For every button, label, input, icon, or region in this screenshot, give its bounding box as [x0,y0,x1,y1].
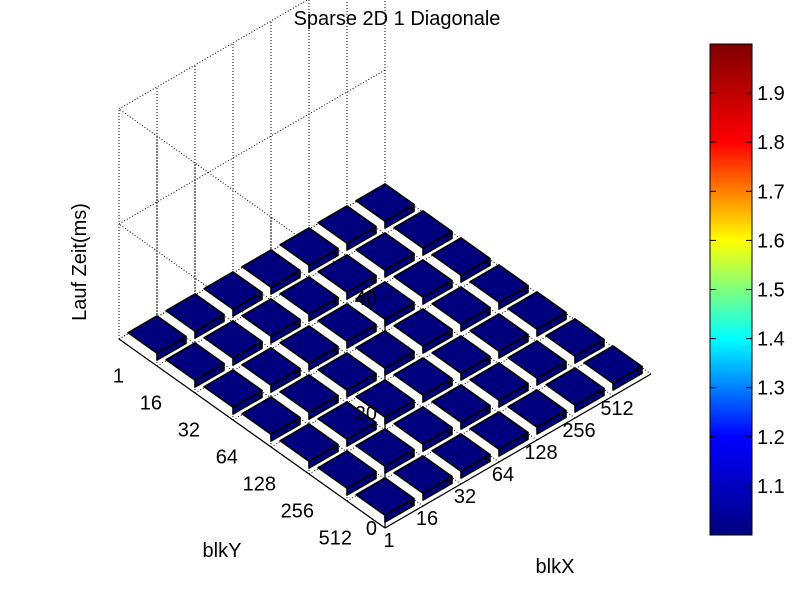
bar [279,423,339,469]
bar [127,315,187,361]
bar [469,362,529,408]
bar [317,401,377,447]
x-tick-label: 16 [416,508,438,530]
bar [545,318,605,364]
colorbar-tick-label: 1.5 [757,280,785,302]
y-tick-label: 512 [319,528,352,550]
bar [165,293,225,339]
colorbar-tick-label: 1.7 [757,181,785,203]
bar [545,367,605,413]
y-tick-label: 16 [140,393,162,415]
bar [317,303,377,349]
bar [583,345,643,391]
colorbar-tick-label: 1.6 [757,230,785,252]
colorbar-tick-label: 1.8 [757,132,785,154]
bar [279,276,339,322]
bar [431,286,491,332]
bar [165,342,225,388]
bar [393,357,453,403]
x-tick-label: 64 [492,464,514,486]
bar [431,237,491,283]
bar [355,477,415,523]
bar [469,264,529,310]
bar [393,259,453,305]
bar [393,210,453,256]
bar [507,291,567,337]
y-axis-label: blkY [203,540,242,562]
bar [241,298,301,344]
bar [393,455,453,501]
bar [393,406,453,452]
bar [203,271,263,317]
chart-bars [127,183,643,523]
z-tick-label: 40 [355,288,377,310]
y-tick-label: 256 [281,501,314,523]
bar [203,320,263,366]
bar [393,308,453,354]
bar [431,433,491,479]
bar [317,352,377,398]
bar [355,428,415,474]
bar [355,183,415,229]
bar [241,249,301,295]
z-axis-label: Lauf Zeit(ms) [69,203,91,321]
y-tick-label: 32 [178,420,200,442]
x-tick-label: 1 [383,530,394,552]
x-tick-label: 32 [454,486,476,508]
bar [507,340,567,386]
bar [317,254,377,300]
bar [241,347,301,393]
bar [279,374,339,420]
bar [203,369,263,415]
y-tick-label: 128 [243,474,276,496]
z-tick-label: 0 [366,518,377,540]
bar [431,335,491,381]
bar [355,330,415,376]
colorbar-tick-label: 1.4 [757,329,785,351]
x-tick-label: 256 [562,420,595,442]
colorbar-tick-label: 1.1 [757,476,785,498]
bar [241,396,301,442]
bar [507,389,567,435]
bar [431,384,491,430]
colorbar-tick-label: 1.2 [757,427,785,449]
colorbar-tick-label: 1.9 [757,83,785,105]
bar [469,411,529,457]
colorbar-tick-label: 1.3 [757,378,785,400]
colorbar: 1.1 1.2 1.3 1.4 1.5 1.6 1.7 1.8 1.9 [709,43,785,536]
x-tick-label: 512 [600,398,633,420]
z-tick-label: 20 [355,403,377,425]
bar [355,379,415,425]
bar [279,325,339,371]
y-tick-label: 64 [216,447,238,469]
y-tick-label: 1 [113,366,124,388]
x-axis-label: blkX [536,556,575,578]
bar [317,205,377,251]
bar [317,450,377,496]
bar [355,232,415,278]
chart-title: Sparse 2D 1 Diagonale [294,8,501,30]
bar [469,313,529,359]
bar [279,227,339,273]
colorbar-gradient [709,43,753,536]
bar [355,281,415,327]
x-tick-label: 128 [524,442,557,464]
